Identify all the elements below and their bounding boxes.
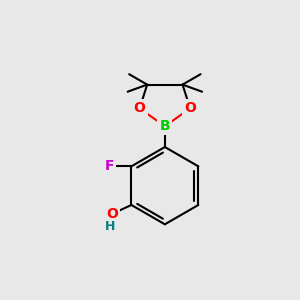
Text: O: O	[106, 207, 118, 221]
Text: F: F	[104, 159, 114, 173]
Text: H: H	[104, 220, 115, 233]
Text: B: B	[160, 119, 170, 133]
Text: O: O	[134, 101, 146, 116]
Text: O: O	[184, 101, 196, 116]
